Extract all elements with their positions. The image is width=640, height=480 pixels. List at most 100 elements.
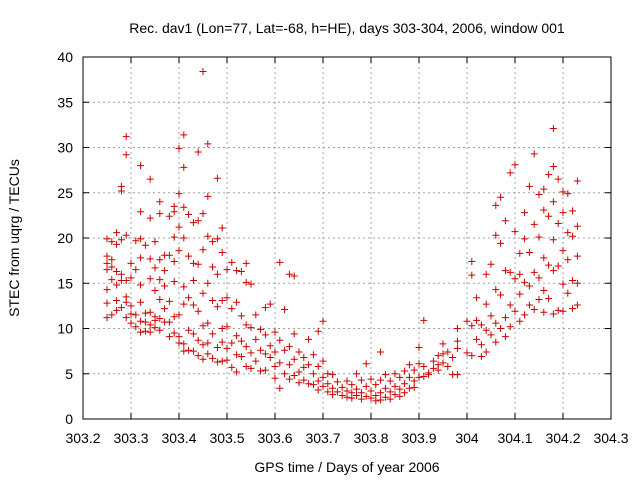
data-point xyxy=(271,348,279,356)
data-point xyxy=(559,307,567,315)
data-point xyxy=(492,319,500,327)
data-point xyxy=(290,372,298,380)
data-point xyxy=(194,260,202,268)
data-point xyxy=(444,363,452,371)
data-point xyxy=(204,140,212,148)
data-point xyxy=(185,346,193,354)
data-point xyxy=(204,350,212,358)
data-point xyxy=(233,368,241,376)
data-point xyxy=(108,311,116,319)
data-point xyxy=(290,330,298,338)
x-tick-label: 303.7 xyxy=(305,430,340,446)
data-point xyxy=(194,336,202,344)
data-point xyxy=(353,370,361,378)
data-point xyxy=(391,391,399,399)
data-point xyxy=(506,301,514,309)
data-point xyxy=(295,379,303,387)
data-point xyxy=(482,300,490,308)
data-point xyxy=(137,317,145,325)
data-point xyxy=(223,344,231,352)
data-point xyxy=(530,305,538,313)
data-point xyxy=(127,319,135,327)
data-point xyxy=(439,359,447,367)
data-point xyxy=(549,124,557,132)
data-point xyxy=(271,328,279,336)
data-point xyxy=(497,291,505,299)
data-point xyxy=(564,289,572,297)
data-point xyxy=(285,361,293,369)
data-point xyxy=(137,281,145,289)
data-point xyxy=(516,317,524,325)
data-point xyxy=(554,220,562,228)
data-point xyxy=(199,210,207,218)
data-point xyxy=(194,148,202,156)
data-point xyxy=(146,321,154,329)
data-point xyxy=(559,209,567,217)
data-point xyxy=(329,384,337,392)
data-point xyxy=(516,249,524,257)
data-point xyxy=(103,235,111,243)
data-point xyxy=(549,198,557,206)
data-point xyxy=(415,344,423,352)
data-point xyxy=(381,384,389,392)
data-point xyxy=(525,182,533,190)
data-point xyxy=(401,380,409,388)
data-point xyxy=(257,367,265,375)
data-point xyxy=(329,371,337,379)
data-point xyxy=(247,324,255,332)
data-point xyxy=(213,270,221,278)
data-point xyxy=(170,313,178,321)
data-point xyxy=(329,391,337,399)
data-point xyxy=(377,389,385,397)
x-tick-label: 303.6 xyxy=(257,430,292,446)
data-point xyxy=(473,335,481,343)
data-point xyxy=(501,314,509,322)
data-points xyxy=(103,67,581,405)
data-point xyxy=(343,387,351,395)
data-point xyxy=(569,305,577,313)
data-point xyxy=(175,333,183,341)
data-point xyxy=(492,338,500,346)
data-point xyxy=(204,279,212,287)
data-point xyxy=(194,352,202,360)
data-point xyxy=(521,311,529,319)
data-point xyxy=(117,236,125,244)
data-point xyxy=(372,381,380,389)
data-point xyxy=(300,353,308,361)
data-point xyxy=(343,393,351,401)
x-tick-labels: 303.2 303.3 303.4 303.5 303.6 303.7 303.8 303.9… xyxy=(65,430,628,446)
data-point xyxy=(127,302,135,310)
data-point xyxy=(122,298,130,306)
data-point xyxy=(117,304,125,312)
data-point xyxy=(367,394,375,402)
data-point xyxy=(156,326,164,334)
data-point xyxy=(410,377,418,385)
data-point xyxy=(242,259,250,267)
data-point xyxy=(535,191,543,199)
data-point xyxy=(199,341,207,349)
data-point xyxy=(132,237,140,245)
data-point xyxy=(261,304,269,312)
data-point xyxy=(535,274,543,282)
data-point xyxy=(218,325,226,332)
data-point xyxy=(549,310,557,318)
data-point xyxy=(487,331,495,339)
data-point xyxy=(242,343,250,351)
data-point xyxy=(233,351,241,359)
y-tick-label: 30 xyxy=(57,140,73,156)
data-point xyxy=(252,311,260,319)
data-point xyxy=(257,325,265,333)
data-point xyxy=(151,316,159,324)
data-point xyxy=(415,373,423,381)
x-tick-label: 303.3 xyxy=(113,430,148,446)
data-point xyxy=(521,209,529,217)
data-point xyxy=(247,280,255,288)
data-point xyxy=(156,198,164,206)
data-point xyxy=(434,366,442,374)
data-point xyxy=(564,229,572,237)
data-point xyxy=(338,383,346,391)
data-point xyxy=(501,333,509,341)
data-point xyxy=(405,384,413,392)
data-point xyxy=(213,358,221,366)
